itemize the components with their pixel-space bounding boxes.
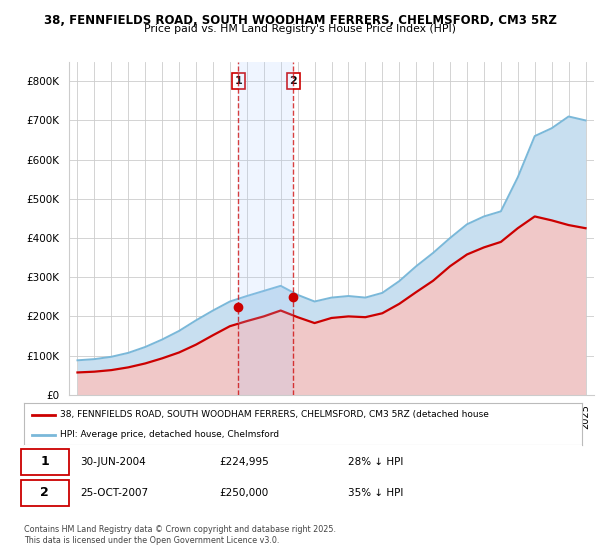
Text: £224,995: £224,995 [220,457,269,467]
Text: 35% ↓ HPI: 35% ↓ HPI [347,488,403,498]
Text: 38, FENNFIELDS ROAD, SOUTH WOODHAM FERRERS, CHELMSFORD, CM3 5RZ: 38, FENNFIELDS ROAD, SOUTH WOODHAM FERRE… [44,14,556,27]
FancyBboxPatch shape [21,480,68,506]
Text: 28% ↓ HPI: 28% ↓ HPI [347,457,403,467]
Text: 25-OCT-2007: 25-OCT-2007 [80,488,148,498]
Text: 38, FENNFIELDS ROAD, SOUTH WOODHAM FERRERS, CHELMSFORD, CM3 5RZ (detached house: 38, FENNFIELDS ROAD, SOUTH WOODHAM FERRE… [60,410,489,419]
Text: 30-JUN-2004: 30-JUN-2004 [80,457,146,467]
Text: 1: 1 [40,455,49,469]
Text: Contains HM Land Registry data © Crown copyright and database right 2025.
This d: Contains HM Land Registry data © Crown c… [24,525,336,545]
Text: HPI: Average price, detached house, Chelmsford: HPI: Average price, detached house, Chel… [60,430,280,439]
Bar [238,62,293,395]
FancyBboxPatch shape [21,449,68,475]
Text: 1: 1 [235,76,242,86]
Text: £250,000: £250,000 [220,488,269,498]
Text: Price paid vs. HM Land Registry's House Price Index (HPI): Price paid vs. HM Land Registry's House … [144,24,456,34]
Text: 2: 2 [40,486,49,500]
Text: 2: 2 [290,76,297,86]
